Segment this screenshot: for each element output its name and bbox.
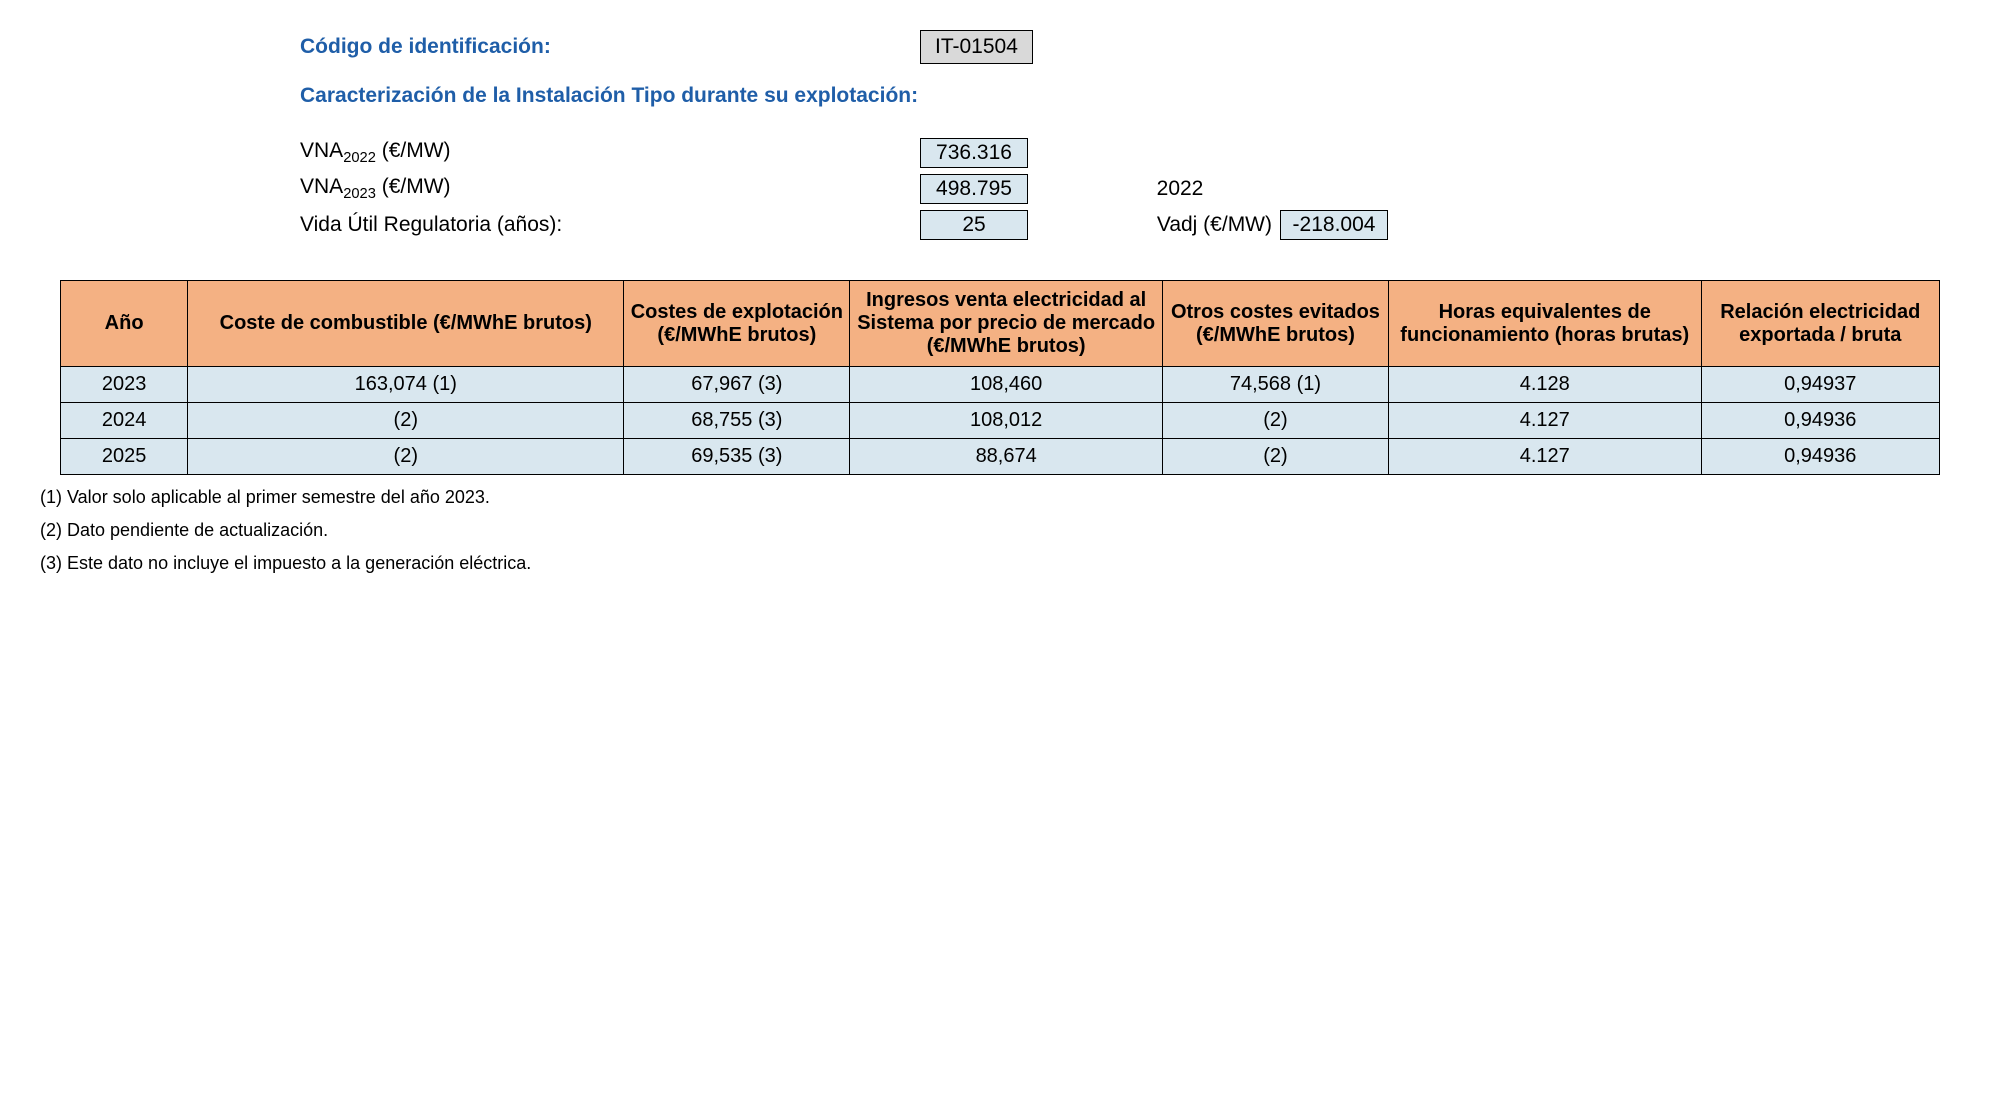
th-fuel: Coste de combustible (€/MWhE brutos) — [188, 281, 624, 367]
params-grid: VNA2022 (€/MW) 736.316 VNA2023 (€/MW) 49… — [300, 138, 1980, 240]
cell-opex: 68,755 (3) — [624, 403, 850, 439]
table-header-row: Año Coste de combustible (€/MWhE brutos)… — [61, 281, 1940, 367]
vida-value: 25 — [920, 210, 1028, 240]
vadj-value: -218.004 — [1280, 210, 1388, 240]
cell-year: 2025 — [61, 439, 188, 475]
cell-rel: 0,94936 — [1701, 439, 1939, 475]
cell-opex: 67,967 (3) — [624, 367, 850, 403]
cell-year: 2023 — [61, 367, 188, 403]
cell-ingr: 108,460 — [850, 367, 1163, 403]
codigo-label: Código de identificación: — [300, 35, 920, 59]
vna2023-prefix: VNA — [300, 175, 343, 198]
cell-rel: 0,94937 — [1701, 367, 1939, 403]
vna2023-sub: 2023 — [343, 187, 376, 203]
th-horas: Horas equivalentes de funcionamiento (ho… — [1388, 281, 1701, 367]
th-relacion: Relación electricidad exportada / bruta — [1701, 281, 1939, 367]
cell-ingr: 88,674 — [850, 439, 1163, 475]
footnote-3: (3) Este dato no incluye el impuesto a l… — [40, 553, 1980, 574]
codigo-row: Código de identificación: IT-01504 — [300, 30, 1980, 64]
vna2023-unit: (€/MW) — [376, 175, 451, 198]
footnote-2: (2) Dato pendiente de actualización. — [40, 520, 1980, 541]
cell-opex: 69,535 (3) — [624, 439, 850, 475]
cell-otros: (2) — [1162, 403, 1388, 439]
th-year: Año — [61, 281, 188, 367]
caract-label: Caracterización de la Instalación Tipo d… — [300, 84, 918, 108]
table-row: 2025 (2) 69,535 (3) 88,674 (2) 4.127 0,9… — [61, 439, 1940, 475]
vna2023-label: VNA2023 (€/MW) — [300, 175, 920, 202]
caract-row: Caracterización de la Instalación Tipo d… — [300, 84, 1980, 108]
vna2023-value: 498.795 — [920, 174, 1028, 204]
vna2022-label: VNA2022 (€/MW) — [300, 139, 920, 166]
footnote-1: (1) Valor solo aplicable al primer semes… — [40, 487, 1980, 508]
cell-rel: 0,94936 — [1701, 403, 1939, 439]
codigo-value: IT-01504 — [920, 30, 1033, 64]
cell-horas: 4.128 — [1388, 367, 1701, 403]
cell-otros: 74,568 (1) — [1162, 367, 1388, 403]
table-row: 2024 (2) 68,755 (3) 108,012 (2) 4.127 0,… — [61, 403, 1940, 439]
vadj-label: Vadj (€/MW) — [1080, 213, 1280, 237]
header-block: Código de identificación: IT-01504 Carac… — [300, 30, 1980, 240]
vna2022-unit: (€/MW) — [376, 139, 451, 162]
th-opex: Costes de explotación (€/MWhE brutos) — [624, 281, 850, 367]
data-table: Año Coste de combustible (€/MWhE brutos)… — [60, 280, 1940, 475]
cell-otros: (2) — [1162, 439, 1388, 475]
cell-year: 2024 — [61, 403, 188, 439]
cell-fuel: (2) — [188, 403, 624, 439]
footnotes: (1) Valor solo aplicable al primer semes… — [40, 487, 1980, 574]
th-otros: Otros costes evitados (€/MWhE brutos) — [1162, 281, 1388, 367]
cell-fuel: 163,074 (1) — [188, 367, 624, 403]
cell-horas: 4.127 — [1388, 439, 1701, 475]
year-right: 2022 — [1080, 177, 1280, 201]
vna2022-value: 736.316 — [920, 138, 1028, 168]
th-ingresos: Ingresos venta electricidad al Sistema p… — [850, 281, 1163, 367]
vna2022-prefix: VNA — [300, 139, 343, 162]
vida-label: Vida Útil Regulatoria (años): — [300, 213, 920, 237]
vna2022-sub: 2022 — [343, 151, 376, 167]
cell-fuel: (2) — [188, 439, 624, 475]
table-row: 2023 163,074 (1) 67,967 (3) 108,460 74,5… — [61, 367, 1940, 403]
cell-horas: 4.127 — [1388, 403, 1701, 439]
cell-ingr: 108,012 — [850, 403, 1163, 439]
